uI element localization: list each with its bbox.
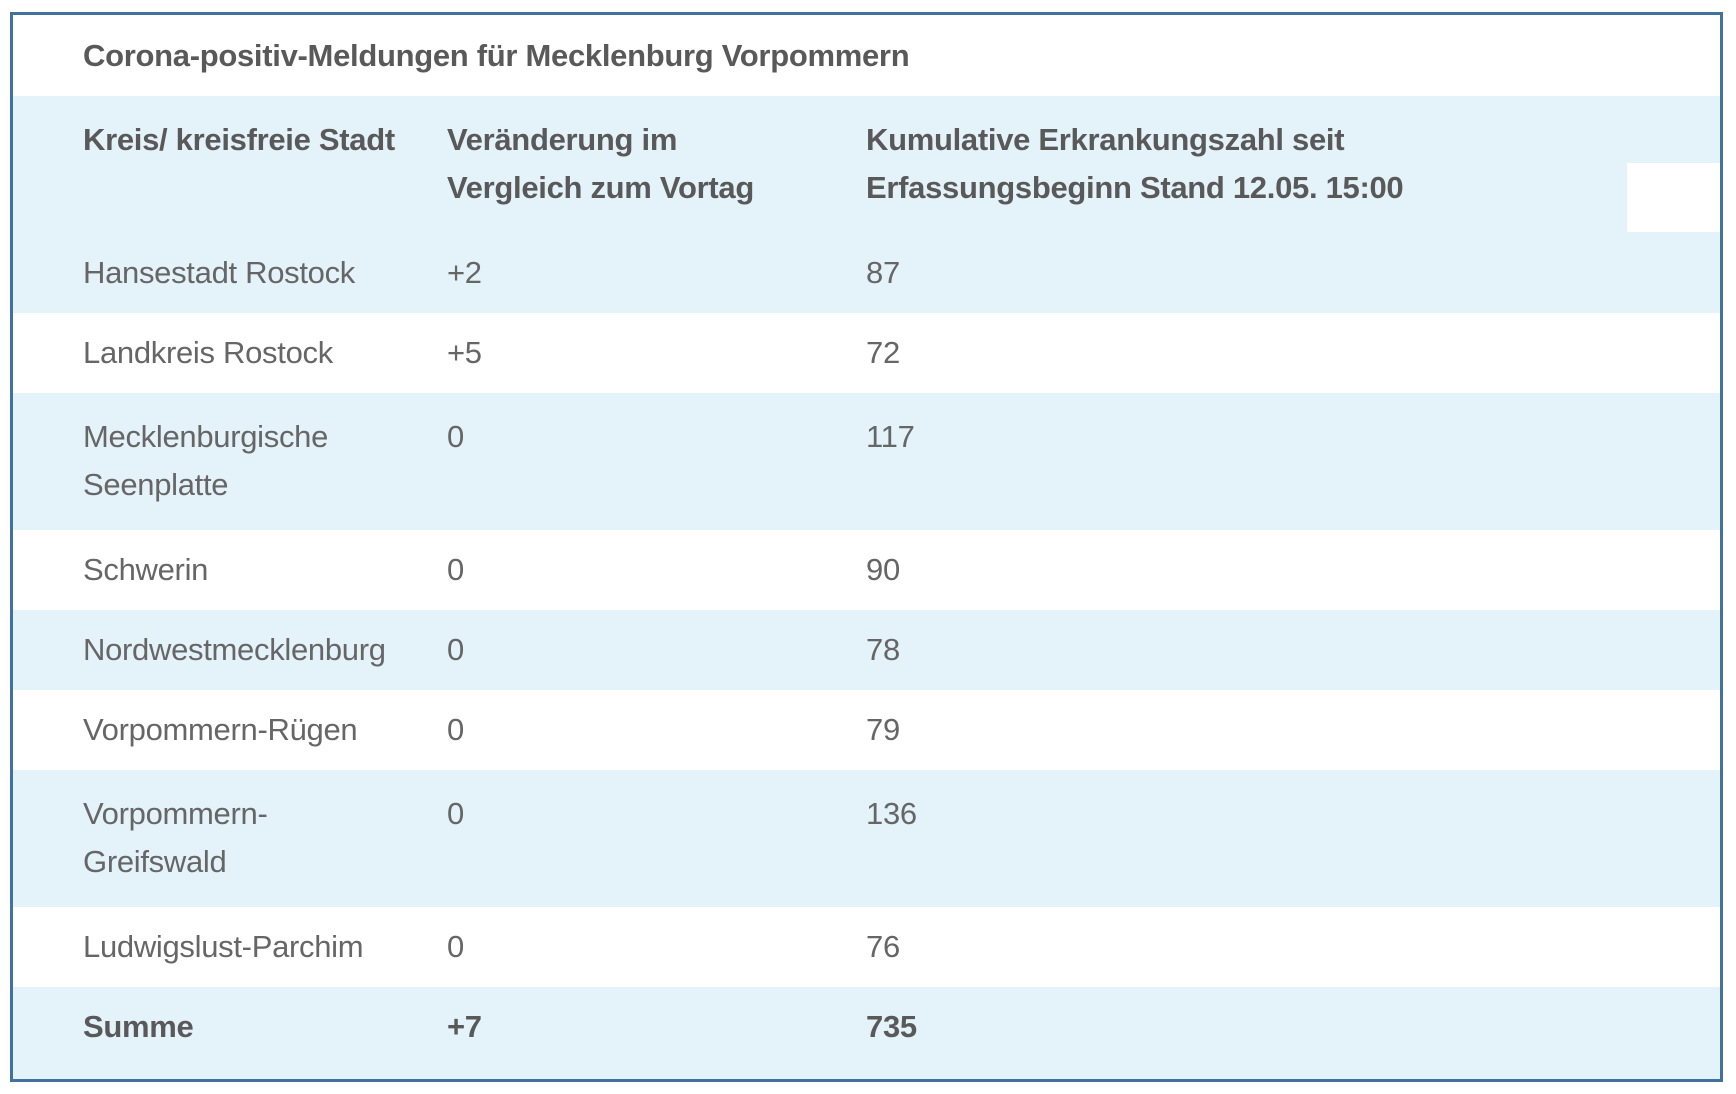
cell-veraenderung: 0 [447,796,464,831]
corona-table: Corona-positiv-Meldungen für Mecklenburg… [10,12,1723,1082]
cell-veraenderung: 0 [447,419,464,454]
cell-veraenderung: 0 [447,632,464,667]
table-row: Summe +7 735 [13,987,1720,1079]
cell-kumulativ: 76 [866,929,900,964]
cell-kreis: Summe [83,1009,194,1044]
cell-kumulativ: 90 [866,552,900,587]
cell-kreis: Mecklenburgische Seenplatte [83,419,329,502]
header-blank-overlay [1627,163,1720,232]
table-row: Vorpommern- Greifswald 0 136 [13,770,1720,907]
cell-kumulativ: 87 [866,255,900,290]
table-title-row: Corona-positiv-Meldungen für Mecklenburg… [13,15,1720,96]
cell-kumulativ: 735 [866,1009,917,1044]
cell-veraenderung: +5 [447,335,482,370]
cell-veraenderung: 0 [447,929,464,964]
cell-veraenderung: 0 [447,712,464,747]
cell-kumulativ: 117 [866,419,915,454]
table-row: Vorpommern-Rügen 0 79 [13,690,1720,770]
table-row: Schwerin 0 90 [13,530,1720,610]
cell-kreis: Nordwestmecklenburg [83,632,386,667]
column-header-veraenderung: Veränderung im Vergleich zum Vortag [447,122,754,205]
cell-veraenderung: +7 [447,1009,482,1044]
cell-kreis: Ludwigslust-Parchim [83,929,364,964]
cell-kreis: Hansestadt Rostock [83,255,356,290]
table-row: Nordwestmecklenburg 0 78 [13,610,1720,690]
table-body: Hansestadt Rostock +2 87 Landkreis Rostock +… [13,233,1720,1079]
cell-kreis: Vorpommern- Greifswald [83,796,268,879]
cell-kreis: Vorpommern-Rügen [83,712,358,747]
cell-kumulativ: 72 [866,335,900,370]
cell-kumulativ: 136 [866,796,917,831]
column-header-kreis: Kreis/ kreisfreie Stadt [83,122,395,157]
table-row: Ludwigslust-Parchim 0 76 [13,907,1720,987]
cell-veraenderung: 0 [447,552,464,587]
table-title: Corona-positiv-Meldungen für Mecklenburg… [83,37,910,73]
cell-veraenderung: +2 [447,255,482,290]
table-row: Landkreis Rostock +5 72 [13,313,1720,393]
table-header-row: Kreis/ kreisfreie Stadt Veränderung im V… [13,96,1720,233]
table-row: Mecklenburgische Seenplatte 0 117 [13,393,1720,530]
cell-kreis: Landkreis Rostock [83,335,333,370]
table-row: Hansestadt Rostock +2 87 [13,233,1720,313]
cell-kumulativ: 79 [866,712,900,747]
cell-kreis: Schwerin [83,552,209,587]
column-header-kumulativ: Kumulative Erkrankungszahl seit Erfassun… [866,122,1404,205]
cell-kumulativ: 78 [866,632,900,667]
